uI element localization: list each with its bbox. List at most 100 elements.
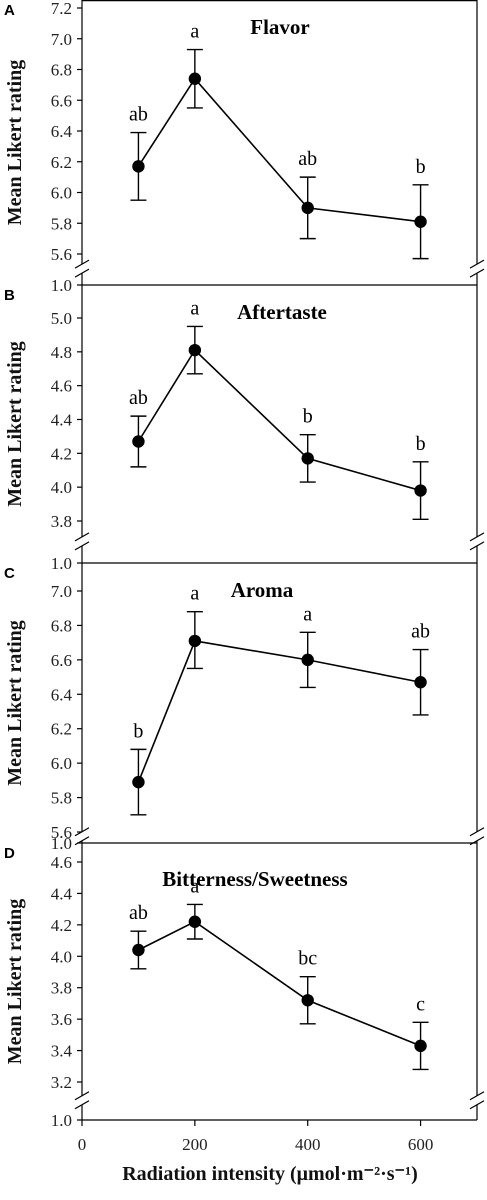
- data-point: [188, 915, 202, 928]
- significance-letter: a: [303, 603, 312, 625]
- panel-title: Flavor: [250, 15, 309, 39]
- panel-a: 5.6 5.8 6.0 6.2 6.4 6.6 6.8 7.0 7.2 1.0 Mean Liker…: [4, 0, 485, 295]
- series-line: [138, 920, 421, 1047]
- data-point: [414, 676, 427, 689]
- significance-letter: a: [190, 583, 199, 605]
- y-axis-title: Mean Likert rating: [4, 341, 26, 507]
- axis-break-mark: [469, 1100, 485, 1110]
- y-break-tick-label: 1.0: [51, 276, 72, 295]
- y-tick-label: 7.0: [51, 30, 72, 49]
- y-tick-label: 6.4: [51, 122, 73, 141]
- data-point: [301, 653, 314, 667]
- panel-title: Aroma: [231, 578, 294, 602]
- data-point: [301, 994, 314, 1007]
- y-tick-label: 5.6: [51, 245, 72, 264]
- y-tick-label: 4.6: [51, 853, 72, 872]
- significance-letter: bc: [298, 948, 317, 970]
- axis-break-mark: [74, 259, 90, 269]
- data-point: [301, 452, 314, 465]
- y-tick-label: 6.2: [51, 153, 72, 172]
- y-tick-label: 5.8: [51, 214, 72, 233]
- y-tick-label: 4.4: [51, 411, 73, 430]
- y-tick-label: 4.6: [51, 377, 72, 396]
- y-tick-label: 4.2: [51, 444, 72, 463]
- axis-break-mark: [74, 268, 90, 278]
- data-point: [188, 343, 202, 357]
- data-point: [132, 943, 145, 957]
- axis-break-mark: [469, 532, 485, 542]
- significance-letter: ab: [129, 104, 148, 126]
- y-break-tick-label: 1.0: [51, 834, 72, 853]
- axis-break-mark: [469, 836, 485, 846]
- significance-letter: b: [416, 433, 426, 455]
- data-point: [132, 160, 145, 173]
- x-axis-title: Radiation intensity (μmol·m⁻²·s⁻¹): [122, 1163, 418, 1185]
- y-tick-label: 6.2: [51, 720, 72, 739]
- y-tick-label: 5.0: [51, 309, 72, 328]
- y-tick-label: 6.6: [51, 651, 72, 670]
- y-tick-label: 6.0: [51, 754, 72, 773]
- panel-letter: D: [4, 845, 15, 862]
- axis-break-mark: [469, 259, 485, 269]
- data-point: [301, 201, 314, 215]
- y-axis-title: Mean Likert rating: [4, 620, 26, 786]
- x-tick-label: 600: [408, 1135, 434, 1154]
- y-tick-label: 6.8: [51, 616, 72, 635]
- axis-break-mark: [469, 827, 485, 837]
- y-tick-label: 3.4: [51, 1042, 73, 1061]
- series-line: [137, 640, 421, 783]
- y-tick-label: 4.0: [51, 947, 72, 966]
- y-tick-label: 6.0: [51, 184, 72, 203]
- panel-b: 3.8 4.0 4.2 4.4 4.6 4.8 5.0 1.0 Mean Likert rati…: [4, 285, 485, 573]
- significance-letter: ab: [129, 902, 148, 924]
- significance-letter: a: [190, 875, 199, 897]
- y-axis-title: Mean Likert rating: [4, 60, 26, 226]
- series-line: [137, 77, 421, 223]
- panel-letter: B: [4, 287, 15, 304]
- x-tick-label: 0: [78, 1135, 87, 1154]
- x-tick-label: 400: [295, 1135, 321, 1154]
- y-tick-label: 4.4: [51, 884, 73, 903]
- y-break-tick-label: 1.0: [51, 554, 72, 573]
- y-axis-title: Mean Likert rating: [4, 899, 26, 1065]
- significance-letter: b: [416, 156, 426, 178]
- significance-letter: b: [133, 720, 143, 742]
- significance-letter: b: [303, 406, 313, 428]
- y-tick-label: 6.8: [51, 61, 72, 80]
- significance-letter: c: [416, 993, 425, 1015]
- y-tick-label: 7.2: [51, 0, 72, 18]
- y-break-tick-label: 1.0: [51, 1111, 72, 1130]
- significance-letter: ab: [411, 621, 430, 643]
- axis-break-mark: [469, 268, 485, 278]
- y-tick-label: 4.2: [51, 916, 72, 935]
- axis-break-mark: [74, 1100, 90, 1110]
- y-tick-label: 6.6: [51, 91, 72, 110]
- axis-break-mark: [469, 541, 485, 551]
- y-tick-label: 5.6: [51, 823, 72, 842]
- axis-break-mark: [74, 532, 90, 542]
- y-tick-label: 6.4: [51, 685, 73, 704]
- axis-break-mark: [74, 541, 90, 551]
- panel-letter: A: [4, 2, 15, 19]
- significance-letter: a: [190, 297, 199, 319]
- panel-letter: C: [4, 565, 15, 582]
- y-tick-label: 5.8: [51, 789, 72, 808]
- data-point: [132, 775, 145, 789]
- y-tick-label: 3.8: [51, 979, 72, 998]
- data-point: [414, 215, 427, 228]
- panel-c: 5.6 5.8 6.0 6.2 6.4 6.6 6.8 7.0 1.0 Mean Likert r…: [4, 563, 485, 853]
- x-tick-label: 200: [182, 1135, 208, 1154]
- y-tick-label: 4.0: [51, 478, 72, 497]
- axis-break-mark: [469, 1091, 485, 1101]
- axis-break-mark: [74, 1091, 90, 1101]
- data-point: [132, 435, 145, 448]
- y-tick-label: 3.8: [51, 512, 72, 531]
- significance-letter: ab: [129, 387, 148, 409]
- data-point: [414, 484, 427, 497]
- data-point: [188, 634, 202, 648]
- data-point: [188, 72, 202, 85]
- panel-title: Aftertaste: [237, 300, 327, 324]
- significance-letter: ab: [298, 148, 317, 170]
- y-tick-label: 3.2: [51, 1073, 72, 1092]
